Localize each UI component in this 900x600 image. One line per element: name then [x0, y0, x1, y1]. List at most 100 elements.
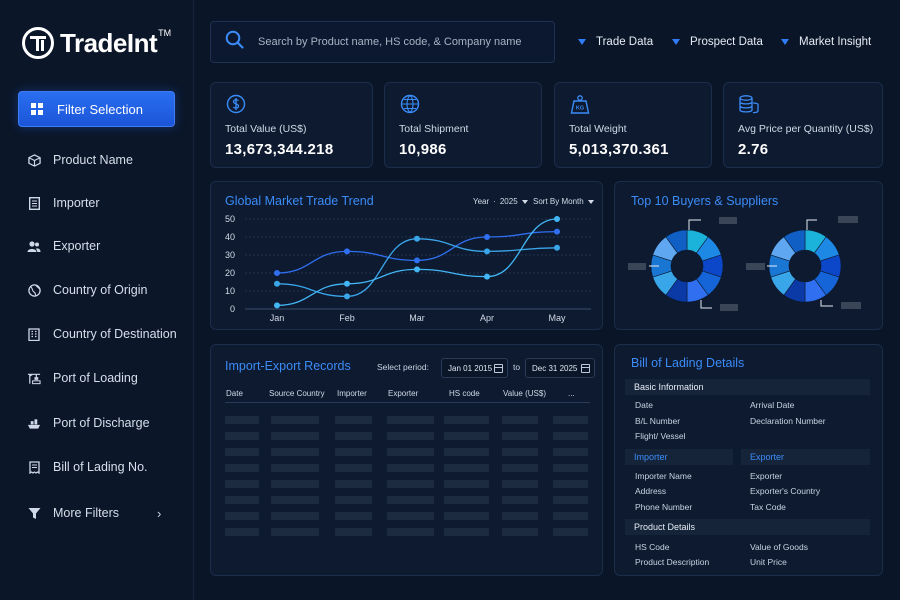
data-point [414, 257, 420, 264]
bol-field: B/L Number [635, 416, 681, 426]
sidebar-item-exporter[interactable]: Exporter [27, 236, 100, 256]
crane-icon [27, 371, 41, 385]
placeholder-cell [502, 448, 538, 456]
sort-dropdown[interactable]: Sort By Month [533, 197, 594, 206]
globe-icon [27, 283, 41, 297]
placeholder-cell [553, 496, 588, 504]
calendar-icon[interactable] [494, 364, 503, 373]
sidebar-item-label: More Filters [53, 506, 119, 520]
basic-info-header: Basic Information [625, 379, 870, 395]
kpi-label: Total Weight [569, 123, 627, 135]
placeholder-cell [387, 464, 434, 472]
sort-label: Sort By Month [533, 197, 584, 206]
menu-prospect-data[interactable]: Prospect Data [672, 36, 763, 48]
brand-name: TradeInt [60, 27, 158, 58]
caret-down-icon [781, 39, 789, 45]
placeholder-cell [271, 480, 319, 488]
filter-selection-button[interactable]: Filter Selection [18, 91, 175, 127]
product-details-header: Product Details [625, 519, 870, 535]
chevron-right-icon[interactable]: › [157, 505, 162, 521]
placeholder-cell [335, 512, 372, 520]
column-header[interactable]: Exporter [388, 389, 419, 398]
menu-trade-data[interactable]: Trade Data [578, 36, 653, 48]
sidebar-item-label: Port of Discharge [53, 416, 150, 430]
calendar-icon[interactable] [581, 364, 590, 373]
to-label: to [513, 362, 521, 372]
sidebar-item-label: Port of Loading [53, 371, 138, 385]
date-to-input[interactable]: Dec 31 2025 [525, 358, 595, 378]
caret-down-icon [587, 199, 594, 204]
trend-chart-title: Global Market Trade Trend [225, 194, 374, 208]
kpi-value: 2.76 [738, 141, 769, 158]
column-header[interactable]: Date [226, 389, 243, 398]
year-dropdown[interactable]: Year · 2025 [473, 197, 528, 206]
placeholder-cell [271, 496, 319, 504]
sidebar-item-product-name[interactable]: Product Name [27, 150, 133, 170]
donut-charts [628, 216, 861, 311]
placeholder-cell [225, 448, 259, 456]
sidebar-item-label: Importer [53, 196, 100, 210]
x-tick-label: Feb [339, 313, 355, 323]
placeholder-cell [271, 448, 319, 456]
placeholder-cell [225, 464, 259, 472]
sidebar-item-importer[interactable]: Importer [27, 193, 100, 213]
sidebar-item-bill-of-lading[interactable]: Bill of Lading No. [27, 457, 148, 477]
year-label: Year [473, 197, 490, 206]
placeholder-cell [335, 480, 372, 488]
sidebar-item-label: Country of Origin [53, 283, 148, 297]
y-tick-label: 50 [225, 214, 235, 224]
y-tick-label: 40 [225, 232, 235, 242]
sidebar-item-country-of-destination[interactable]: Country of Destination [27, 324, 177, 344]
y-tick-label: 30 [225, 250, 235, 260]
bol-field: Exporter's Country [750, 486, 821, 496]
document-icon [27, 196, 41, 210]
placeholder-cell [553, 416, 588, 424]
receipt-icon [27, 460, 41, 474]
filter-selection-label: Filter Selection [57, 101, 143, 117]
column-header[interactable]: Source Country [269, 389, 325, 398]
placeholder-cell [502, 512, 538, 520]
sidebar-item-port-of-loading[interactable]: Port of Loading [27, 368, 138, 388]
bol-title: Bill of Lading Details [631, 356, 745, 370]
menu-label: Prospect Data [690, 36, 763, 48]
date-from-input[interactable]: Jan 01 2015 [441, 358, 508, 378]
data-point [484, 273, 490, 280]
placeholder-cell [502, 416, 538, 424]
suppliers-donut-slice [783, 229, 806, 254]
column-header[interactable]: ... [568, 389, 575, 398]
column-header[interactable]: HS code [449, 389, 480, 398]
placeholder-cell [444, 480, 489, 488]
leader-line [820, 300, 833, 307]
placeholder-cell [387, 512, 434, 520]
kpi-value: 5,013,370.361 [569, 141, 669, 158]
search-bar[interactable] [210, 21, 555, 63]
sidebar-item-more-filters[interactable]: More Filters › [27, 503, 161, 523]
placeholder-cell [502, 464, 538, 472]
column-header[interactable]: Importer [337, 389, 367, 398]
ship-icon [27, 416, 41, 430]
brand-trademark: TM [158, 28, 172, 38]
bol-field: HS Code [635, 542, 670, 552]
svg-text:KG: KG [576, 106, 584, 112]
date-to-value: Dec 31 2025 [532, 363, 578, 373]
menu-market-insight[interactable]: Market Insight [781, 36, 871, 48]
data-point [554, 228, 560, 235]
brand-logo[interactable]: TradeInt TM [22, 27, 171, 59]
sidebar-item-port-of-discharge[interactable]: Port of Discharge [27, 413, 150, 433]
placeholder-cell [225, 480, 259, 488]
kpi-label: Total Value (US$) [225, 123, 307, 135]
placeholder-cell [335, 432, 372, 440]
placeholder-cell [271, 512, 319, 520]
data-point [274, 270, 280, 276]
bol-field: Flight/ Vessel [635, 431, 686, 441]
sidebar-item-country-of-origin[interactable]: Country of Origin [27, 280, 147, 300]
placeholder-cell [271, 416, 319, 424]
label-placeholder [719, 217, 737, 224]
column-header[interactable]: Value (US$) [503, 389, 546, 398]
search-input[interactable] [258, 36, 548, 48]
placeholder-cell [502, 432, 538, 440]
data-point [554, 244, 560, 251]
placeholder-cell [225, 416, 259, 424]
search-icon [225, 30, 244, 54]
kpi-value: 13,673,344.218 [225, 141, 334, 158]
